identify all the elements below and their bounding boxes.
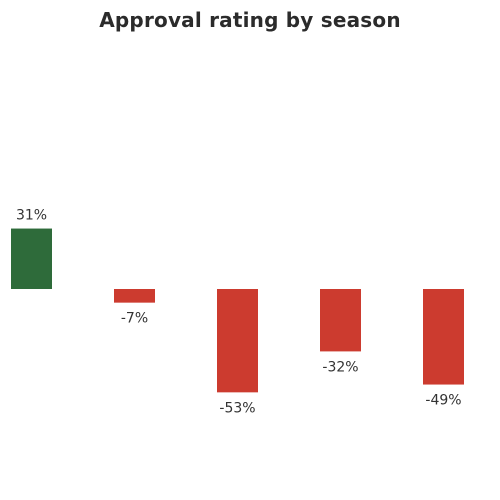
bars-layer xyxy=(11,228,464,393)
value-labels-layer: 31% -7% -53% -32% -49% xyxy=(16,208,462,417)
value-label-2: -7% xyxy=(121,311,148,327)
value-label-1: 31% xyxy=(16,208,47,224)
bar-1 xyxy=(11,228,52,289)
bar-5 xyxy=(423,289,464,385)
value-label-3: -53% xyxy=(219,400,255,416)
value-label-5: -49% xyxy=(425,393,461,409)
bar-4 xyxy=(320,289,361,352)
bar-2 xyxy=(114,289,155,303)
chart-title: Approval rating by season xyxy=(99,8,401,32)
value-label-4: -32% xyxy=(322,359,358,375)
bar-3 xyxy=(217,289,258,393)
